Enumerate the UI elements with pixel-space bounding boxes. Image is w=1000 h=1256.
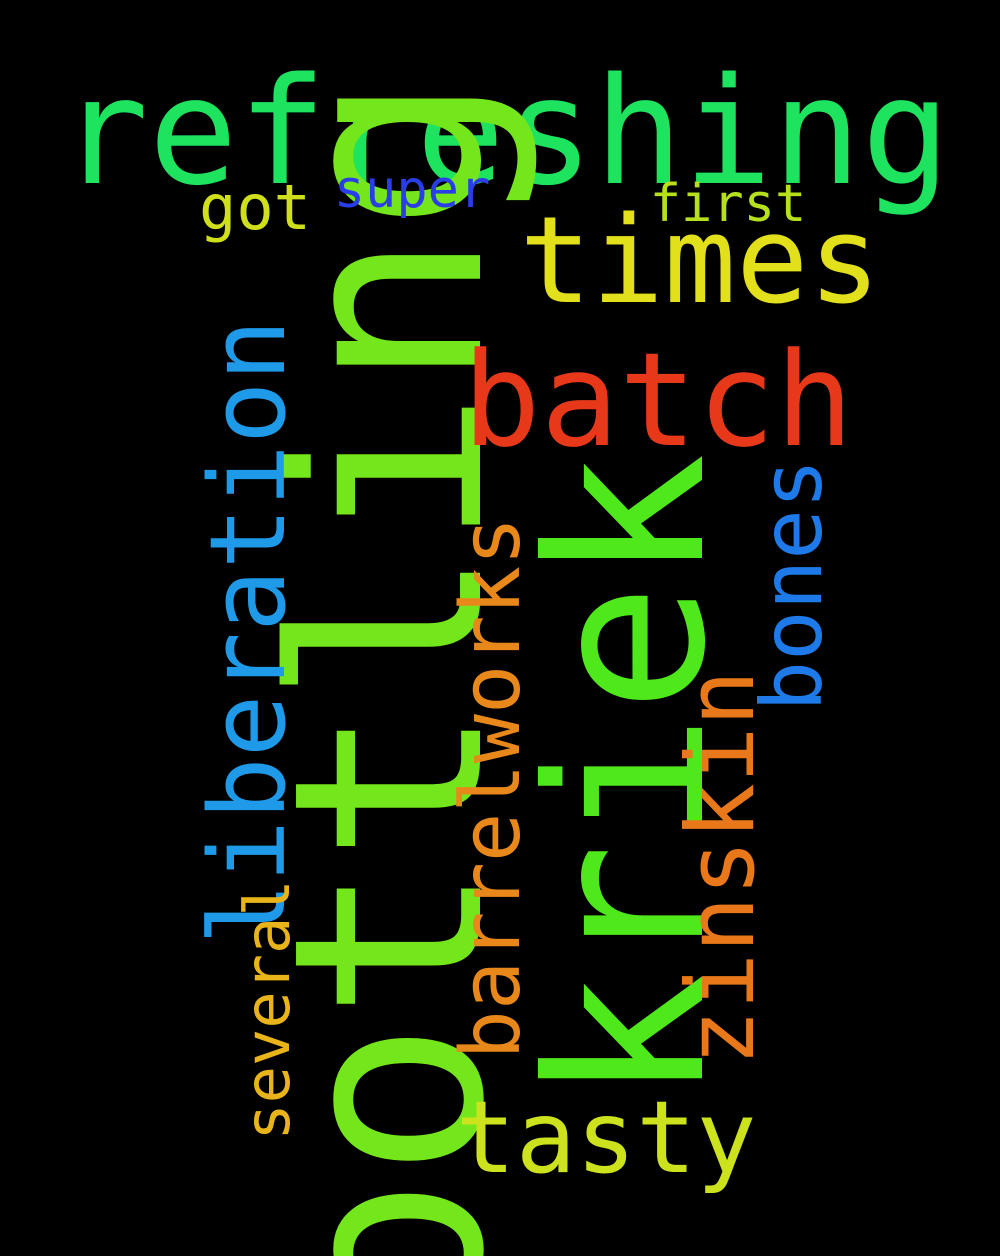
word-first: first	[649, 174, 807, 234]
word-liberation: liberation	[187, 318, 309, 946]
word-zinskin: zinskin	[667, 669, 776, 1067]
word-barrelworks: barrelworks	[444, 516, 539, 1060]
word-batch: batch	[462, 324, 854, 476]
word-times: times	[519, 192, 881, 331]
word-tasty: tasty	[455, 1079, 757, 1196]
word-bones: bones	[743, 458, 841, 712]
word-refreshing: refreshing	[59, 46, 951, 218]
word-got: got	[199, 171, 311, 244]
word-several: several	[231, 879, 304, 1141]
word-super: super	[333, 160, 491, 220]
